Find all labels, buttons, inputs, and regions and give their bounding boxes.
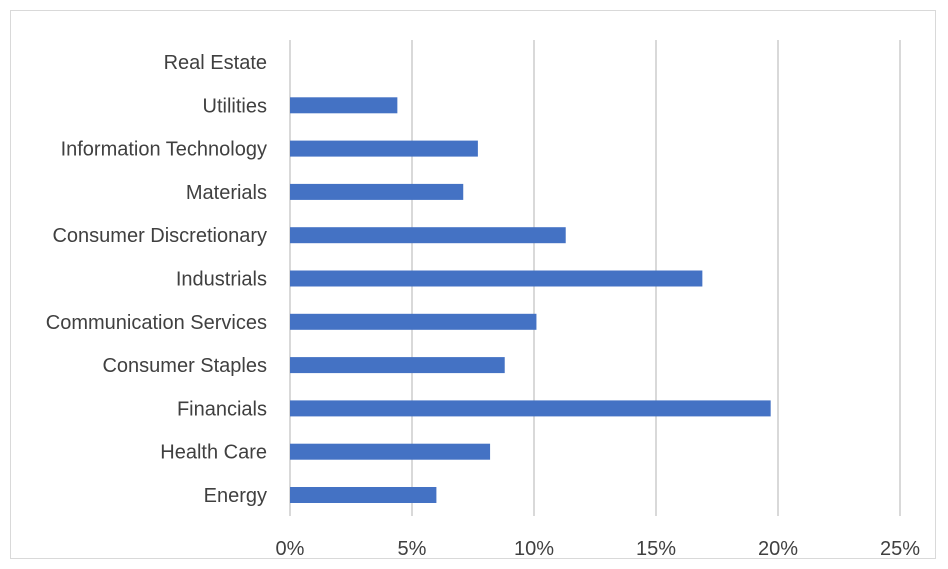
category-label: Utilities [203,95,267,117]
gridlines [289,40,901,516]
bar [290,313,537,330]
x-tick-label: 25% [880,538,920,560]
category-label: Energy [204,485,267,507]
category-label: Materials [186,182,267,204]
category-label: Real Estate [164,52,267,74]
category-label: Industrials [176,269,267,291]
category-label: Communication Services [46,312,267,334]
bar [290,270,703,287]
x-tick-label: 5% [398,538,427,560]
bar [290,183,464,200]
x-tick-label: 15% [636,538,676,560]
category-label: Consumer Discretionary [52,225,267,247]
bar [290,227,566,244]
category-label: Consumer Staples [102,355,267,377]
bar [290,487,437,503]
category-label: Health Care [160,442,267,464]
bar [290,97,398,114]
category-axis: Real Estate Utilities Information Technolo… [46,52,267,507]
x-tick-label: 0% [276,538,305,560]
category-label: Financials [177,398,267,420]
bar [290,443,491,460]
value-axis: 0% 5% 10% 15% 20% 25% [276,538,921,560]
bar [290,357,505,374]
x-tick-label: 10% [514,538,554,560]
category-label: Information Technology [61,139,267,161]
x-tick-label: 20% [758,538,798,560]
bar [290,140,478,157]
bar-series [290,97,771,503]
bar [290,400,771,417]
